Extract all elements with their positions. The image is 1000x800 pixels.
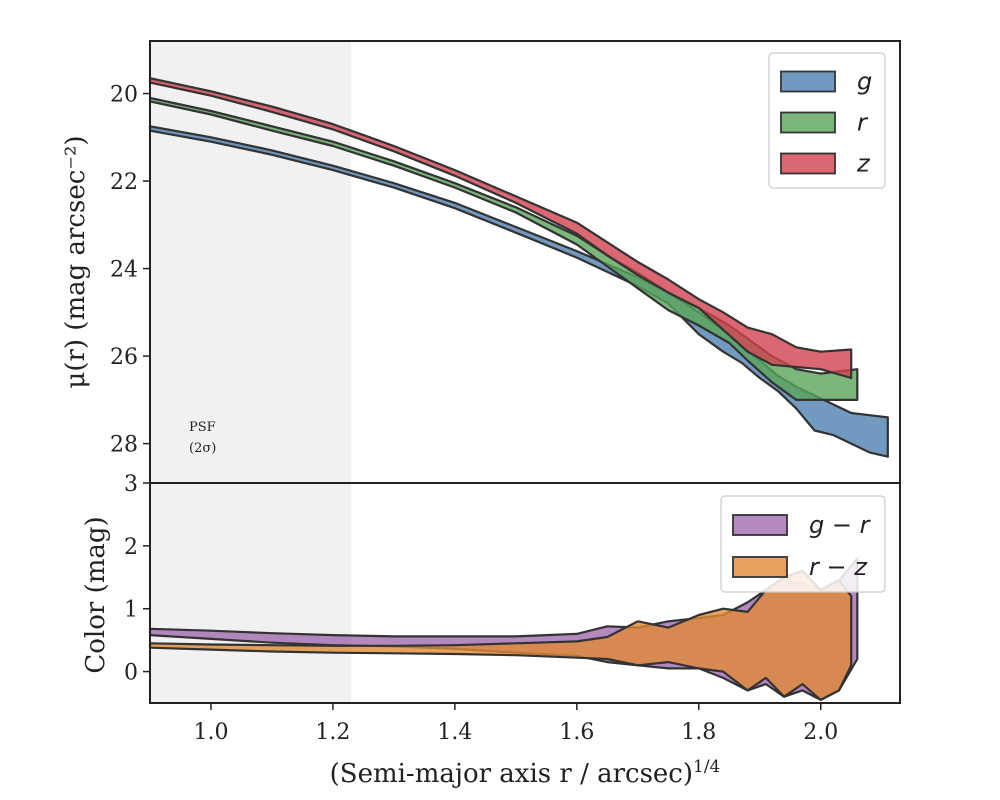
x-axis-label: (Semi-major axis r / arcsec)1/4 bbox=[330, 757, 721, 789]
legend-swatch bbox=[780, 70, 836, 93]
y-tick-label: 20 bbox=[110, 83, 138, 108]
psf-shaded-region bbox=[150, 41, 352, 483]
y-tick-label: 1 bbox=[124, 598, 138, 623]
surface-brightness-y-axis-label: μ(r) (mag arcsec⁻²) bbox=[61, 135, 91, 388]
psf-shaded-region-color bbox=[150, 483, 352, 703]
legend-entry: g − r bbox=[809, 511, 872, 539]
psf-label-line1: PSF bbox=[189, 420, 216, 435]
color-y-axis-label: Color (mag) bbox=[81, 516, 111, 673]
color-y-ticks: 0 1 2 3 bbox=[124, 472, 150, 686]
y-tick-label: 3 bbox=[124, 472, 138, 497]
surface-brightness-legend: grz bbox=[768, 52, 886, 189]
x-tick-label: 2.0 bbox=[803, 720, 838, 745]
surface-brightness-y-ticks: 20 22 24 26 28 bbox=[110, 83, 150, 458]
color-panel: 0 1 2 3 1.0 1.2 1.4 1.6 1.8 2.0 Color (mag) (Sem… bbox=[81, 472, 901, 789]
mu-band-g bbox=[148, 125, 889, 458]
legend-entry: z bbox=[856, 150, 871, 178]
y-tick-label: 28 bbox=[110, 433, 138, 458]
legend-swatch bbox=[780, 111, 836, 134]
y-tick-label: 0 bbox=[124, 661, 138, 686]
x-tick-label: 1.2 bbox=[315, 720, 350, 745]
x-tick-label: 1.6 bbox=[559, 720, 594, 745]
surface-brightness-bands bbox=[148, 77, 889, 458]
x-tick-label: 1.0 bbox=[193, 720, 228, 745]
x-tick-label: 1.4 bbox=[437, 720, 472, 745]
legend-swatch bbox=[732, 556, 788, 578]
y-tick-label: 24 bbox=[110, 258, 138, 283]
color-axes-frame bbox=[149, 482, 901, 704]
legend-swatch bbox=[732, 514, 788, 536]
legend-swatch bbox=[780, 152, 836, 175]
color-x-ticks: 1.0 1.2 1.4 1.6 1.8 2.0 bbox=[193, 703, 838, 745]
mu-band-z bbox=[148, 77, 853, 380]
mu-band-r bbox=[148, 96, 859, 401]
y-tick-label: 26 bbox=[110, 345, 138, 370]
color-legend: g − r r − z bbox=[720, 495, 886, 593]
psf-label-line2: (2σ) bbox=[189, 441, 216, 456]
x-axis-label-main: (Semi-major axis r / arcsec) bbox=[330, 759, 693, 789]
y-tick-label: 22 bbox=[110, 170, 138, 195]
legend-entry: r bbox=[857, 109, 869, 137]
legend-entry: r − z bbox=[809, 553, 868, 581]
y-tick-label: 2 bbox=[124, 535, 138, 560]
x-axis-label-exponent: 1/4 bbox=[693, 757, 720, 777]
legend-entry: g bbox=[857, 68, 872, 96]
x-tick-label: 1.8 bbox=[681, 720, 716, 745]
